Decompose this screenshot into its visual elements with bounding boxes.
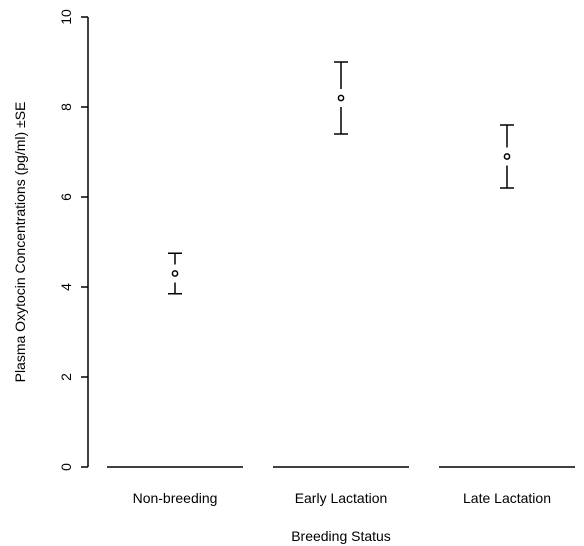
y-tick-label: 2 [58, 373, 74, 381]
mean-point [172, 271, 177, 276]
y-ticks: 0 2 4 6 8 10 [58, 9, 88, 471]
x-tick-labels: Non-breeding Early Lactation Late Lactatio… [133, 490, 551, 506]
y-tick-label: 8 [58, 103, 74, 111]
data-series [168, 62, 514, 294]
y-tick-label: 10 [58, 9, 74, 25]
x-tick-label: Late Lactation [463, 490, 551, 506]
x-axis-title: Breeding Status [291, 528, 391, 544]
mean-point [504, 154, 509, 159]
y-axis-title: Plasma Oxytocin Concentrations (pg/ml) ±… [12, 102, 28, 383]
y-tick-label: 4 [58, 283, 74, 291]
x-tick-label: Non-breeding [133, 490, 218, 506]
y-tick-label: 0 [58, 463, 74, 471]
x-tick-label: Early Lactation [295, 490, 388, 506]
mean-point [338, 95, 343, 100]
y-tick-label: 6 [58, 193, 74, 201]
